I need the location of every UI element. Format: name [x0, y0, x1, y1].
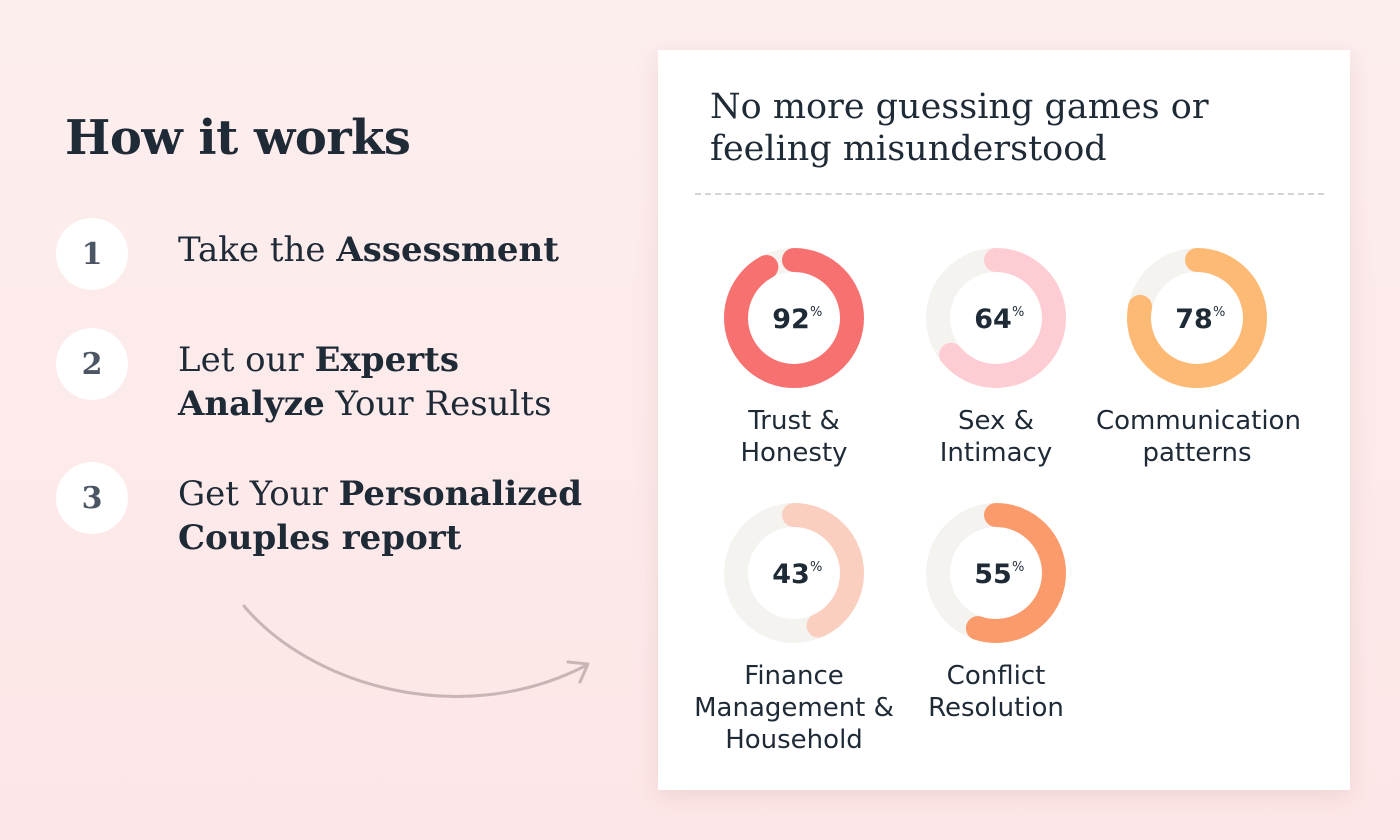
donut-arc [1127, 248, 1267, 388]
donut-chart: 92% [724, 248, 864, 388]
metric-label-line: Sex & [958, 406, 1034, 436]
step-text-part: Take the [178, 230, 337, 270]
metric-communication-patterns: 78% Communication patterns [1096, 245, 1301, 469]
dashed-divider [695, 193, 1324, 195]
step-text-emphasis: Assessment [336, 230, 559, 270]
metric-label: Sex & Intimacy [895, 405, 1097, 469]
donut-value: 78 [1175, 304, 1213, 335]
donut-arc [926, 248, 1066, 388]
step-number-badge: 2 [56, 328, 128, 400]
donut-chart: 55% [926, 503, 1066, 643]
how-it-works-section: How it works 1 Take the Assessment 2 Let… [0, 0, 640, 840]
page-title: How it works [65, 110, 411, 166]
metric-label-line: Finance [744, 661, 844, 691]
step-text-emphasis: Experts Analyze [178, 340, 459, 424]
step-1: 1 Take the Assessment [56, 218, 618, 290]
donut-chart: 43% [724, 503, 864, 643]
card-title-line: feeling misunderstood [710, 129, 1107, 169]
donut-value: 43 [772, 559, 810, 590]
card-title: No more guessing games or feeling misund… [710, 86, 1270, 170]
step-3: 3 Get Your Personalized Couples report [56, 462, 598, 560]
step-text-emphasis: Personalized Couples report [178, 474, 582, 558]
metric-label-line: Intimacy [939, 438, 1053, 468]
metric-label-line: Household [725, 725, 863, 755]
card-title-line: No more guessing games or [710, 87, 1209, 127]
metric-label: Communication patterns [1096, 405, 1301, 469]
donut-unit: % [1213, 305, 1225, 320]
donut-unit: % [1012, 560, 1024, 575]
donut-arc [724, 503, 864, 643]
metric-conflict-resolution: 55% Conflict Resolution [895, 500, 1097, 724]
metric-sex-intimacy: 64% Sex & Intimacy [895, 245, 1097, 469]
step-number-badge: 1 [56, 218, 128, 290]
step-text-part: Get Your [178, 474, 339, 514]
metric-label-line: Conflict [946, 661, 1046, 691]
step-number-badge: 3 [56, 462, 128, 534]
donut-unit: % [1012, 305, 1024, 320]
metric-label-line: Management & [694, 693, 894, 723]
results-card: No more guessing games or feeling misund… [658, 50, 1350, 790]
donut-value: 92 [772, 304, 810, 335]
metric-label-line: patterns [1142, 438, 1252, 468]
step-text: Let our Experts Analyze Your Results [178, 328, 578, 426]
metric-trust-honesty: 92% Trust & Honesty [693, 245, 895, 469]
donut-unit: % [810, 560, 822, 575]
donut-unit: % [810, 305, 822, 320]
step-text-part: Let our [178, 340, 315, 380]
metric-finance-household: 43% Finance Management & Household [693, 500, 895, 756]
step-text-part: Your Results [324, 384, 552, 424]
donut-arc [926, 503, 1066, 643]
metric-label: Trust & Honesty [693, 405, 895, 469]
curved-arrow-icon [242, 604, 590, 698]
metric-label-line: Resolution [928, 693, 1064, 723]
step-text: Get Your Personalized Couples report [178, 462, 598, 560]
donut-value: 64 [974, 304, 1012, 335]
metric-label-line: Trust & [748, 406, 840, 436]
donut-chart: 78% [1127, 248, 1267, 388]
metric-label-line: Communication [1096, 406, 1301, 436]
donut-arc [724, 248, 864, 388]
step-text: Take the Assessment [178, 218, 618, 272]
metric-label-line: Honesty [740, 438, 848, 468]
metric-label: Finance Management & Household [693, 660, 895, 756]
metric-label: Conflict Resolution [895, 660, 1097, 724]
donut-value: 55 [974, 559, 1012, 590]
step-2: 2 Let our Experts Analyze Your Results [56, 328, 578, 426]
donut-chart: 64% [926, 248, 1066, 388]
